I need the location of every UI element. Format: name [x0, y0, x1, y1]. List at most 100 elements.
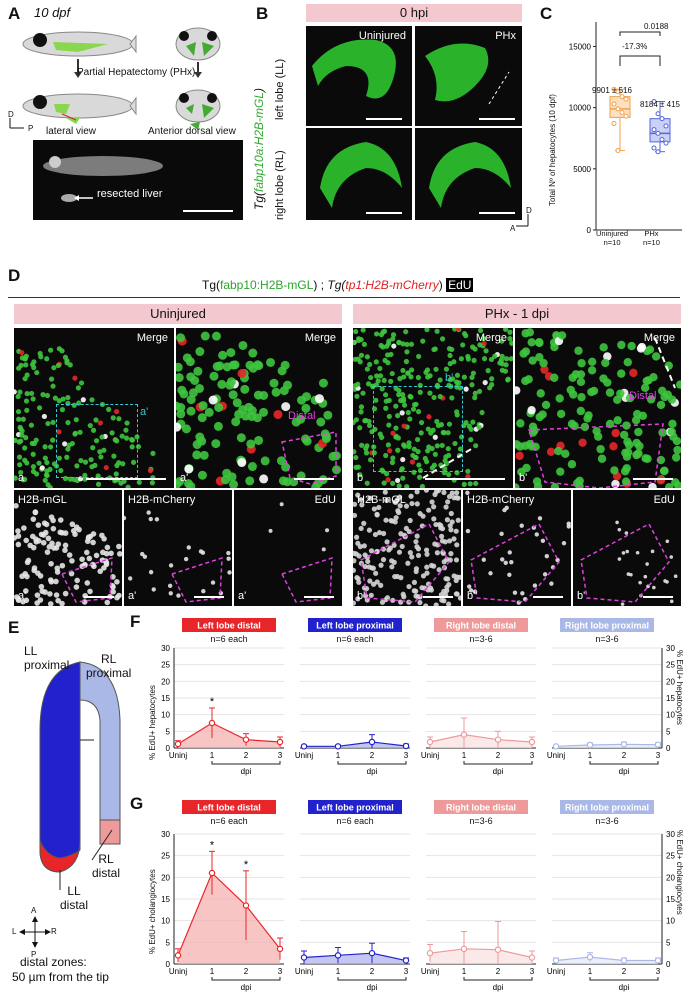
cell-nucleus — [228, 390, 238, 400]
cell-nucleus — [47, 444, 54, 450]
cell-nucleus — [515, 386, 521, 395]
cell-nucleus — [550, 342, 559, 352]
c-ytick-label: 0 — [587, 226, 592, 235]
cell-nucleus — [276, 456, 286, 466]
cell-nucleus — [15, 597, 22, 604]
cell-nucleus — [411, 469, 417, 475]
significance-star: * — [210, 696, 215, 708]
cell-nucleus — [555, 557, 560, 563]
cell-nucleus — [15, 528, 21, 534]
cell-nucleus — [59, 530, 66, 536]
dpi-bracket — [211, 761, 281, 765]
cell-nucleus — [44, 459, 50, 466]
cell-nucleus — [103, 561, 110, 568]
cell-nucleus — [561, 540, 567, 546]
cell-nucleus — [395, 477, 401, 484]
cell-nucleus — [617, 340, 626, 350]
cell-nucleus — [448, 551, 454, 557]
cell-nucleus — [393, 425, 399, 431]
cell-nucleus — [556, 467, 565, 476]
panel-title-badge — [182, 800, 276, 814]
panel-title: Left lobe proximal — [316, 621, 394, 631]
e-note-2: 50 µm from the tip — [12, 970, 109, 984]
xlabel: dpi — [367, 983, 378, 992]
cell-nucleus — [45, 420, 51, 427]
cell-nucleus — [48, 578, 55, 585]
cell-nucleus — [447, 361, 453, 367]
cell-nucleus — [396, 392, 402, 398]
cell-nucleus — [39, 465, 45, 471]
data-point — [552, 743, 560, 750]
cell-nucleus — [204, 407, 214, 417]
cell-nucleus — [353, 600, 357, 606]
cell-nucleus — [438, 422, 445, 428]
cell-nucleus — [407, 517, 413, 524]
cell-nucleus — [445, 446, 451, 452]
cell-nucleus — [361, 341, 367, 347]
cell-nucleus — [366, 527, 372, 533]
cell-nucleus — [386, 413, 392, 420]
cell-nucleus — [176, 409, 186, 419]
cell-nucleus — [186, 395, 196, 405]
ytick-label: 5 — [166, 727, 171, 736]
cell-nucleus — [78, 380, 85, 386]
cell-nucleus — [48, 347, 54, 353]
cell-nucleus — [426, 414, 432, 420]
cell-nucleus — [401, 402, 408, 408]
ytick-label: 20 — [161, 873, 170, 882]
cell-nucleus — [44, 468, 50, 474]
e-note-1: distal zones: — [20, 955, 87, 969]
cell-nucleus — [406, 444, 412, 450]
xtick-label: Uninj — [169, 967, 187, 976]
xtick-label: 2 — [622, 751, 627, 760]
cell-nucleus — [507, 572, 512, 577]
cell-nucleus — [417, 594, 423, 600]
cell-nucleus — [425, 426, 431, 432]
cell-nucleus — [515, 451, 524, 460]
cell-nucleus — [395, 413, 401, 419]
data-point — [276, 738, 284, 746]
cell-nucleus — [362, 418, 368, 424]
cell-nucleus — [34, 369, 40, 376]
e-axis-p: P — [31, 950, 37, 959]
cell-nucleus — [642, 376, 651, 386]
cell-nucleus — [31, 364, 37, 371]
d-a-ch3: EdU a' — [234, 490, 342, 606]
panel-title: Right lobe distal — [446, 803, 516, 813]
panel-n: n=3-6 — [595, 816, 618, 826]
cell-nucleus — [355, 381, 361, 387]
cell-nucleus — [355, 576, 361, 582]
cell-nucleus — [383, 517, 389, 523]
cell-nucleus — [434, 443, 440, 449]
cell-nucleus — [209, 371, 219, 381]
cell-nucleus — [72, 431, 78, 437]
cell-nucleus — [623, 358, 632, 367]
cell-nucleus — [561, 449, 570, 458]
cell-nucleus — [185, 357, 195, 367]
cell-nucleus — [599, 343, 608, 352]
cell-nucleus — [194, 383, 204, 393]
cell-nucleus — [673, 445, 681, 455]
cell-nucleus — [71, 476, 77, 483]
cell-nucleus — [454, 409, 460, 415]
cell-nucleus — [415, 436, 421, 443]
xtick-label: Uninj — [295, 751, 313, 760]
cell-nucleus — [368, 374, 374, 381]
cell-nucleus — [503, 560, 508, 566]
cell-nucleus — [362, 552, 368, 558]
scale-bar — [633, 478, 673, 480]
data-point — [552, 957, 560, 964]
data-point — [528, 738, 536, 746]
cell-nucleus — [44, 549, 51, 555]
cell-nucleus — [599, 374, 608, 383]
cell-nucleus — [428, 430, 434, 436]
fish-lateral-top — [22, 31, 137, 57]
cell-nucleus — [375, 378, 381, 384]
data-point — [460, 731, 468, 738]
cell-nucleus — [447, 352, 453, 359]
cell-nucleus — [95, 481, 102, 487]
cell-nucleus — [222, 362, 232, 372]
cell-nucleus — [451, 573, 457, 579]
cell-nucleus — [57, 517, 64, 523]
cell-nucleus — [323, 410, 333, 420]
